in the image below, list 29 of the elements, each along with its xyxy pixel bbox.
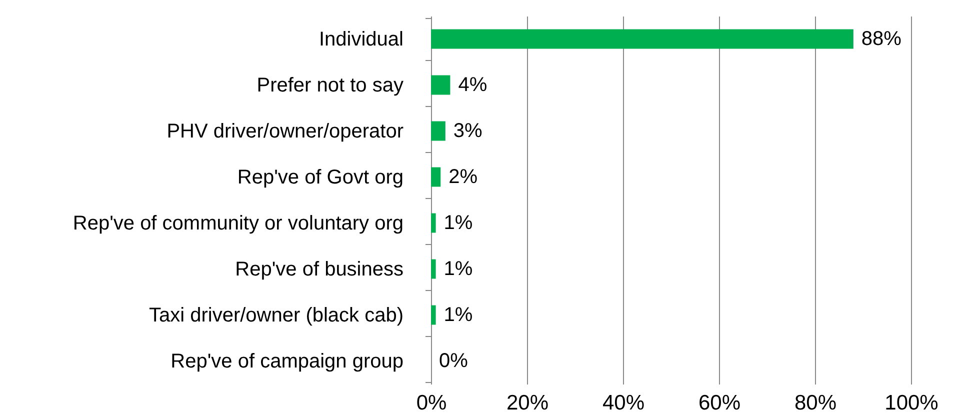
y-tick-label: Rep've of business — [235, 258, 404, 280]
y-tick-label: Individual — [318, 28, 404, 50]
x-tick-label: 0% — [416, 392, 447, 414]
bar — [431, 305, 436, 325]
y-tick-label: Taxi driver/owner (black cab) — [148, 304, 404, 326]
data-label: 1% — [444, 212, 473, 234]
bar — [431, 259, 436, 279]
bar — [431, 213, 436, 233]
data-label: 88% — [861, 28, 902, 50]
y-tick-label: Rep've of community or voluntary org — [72, 212, 404, 234]
bar — [431, 29, 854, 49]
x-tick-label: 20% — [506, 392, 549, 414]
data-label: 3% — [453, 120, 483, 142]
bar — [431, 121, 446, 141]
x-tick-label: 100% — [884, 392, 938, 414]
data-label: 1% — [444, 304, 473, 326]
y-tick-label: Rep've of campaign group — [170, 350, 404, 372]
bar — [431, 75, 450, 95]
x-tick-label: 40% — [602, 392, 645, 414]
bar — [431, 167, 441, 187]
x-tick-label: 60% — [698, 392, 741, 414]
y-tick-label: PHV driver/owner/operator — [166, 120, 404, 142]
data-label: 1% — [444, 258, 473, 280]
y-tick-label: Rep've of Govt org — [237, 166, 404, 188]
data-label: 4% — [458, 74, 488, 96]
data-label: 0% — [439, 350, 468, 372]
y-tick-label: Prefer not to say — [256, 74, 404, 96]
data-label: 2% — [448, 166, 478, 188]
x-tick-label: 80% — [794, 392, 837, 414]
